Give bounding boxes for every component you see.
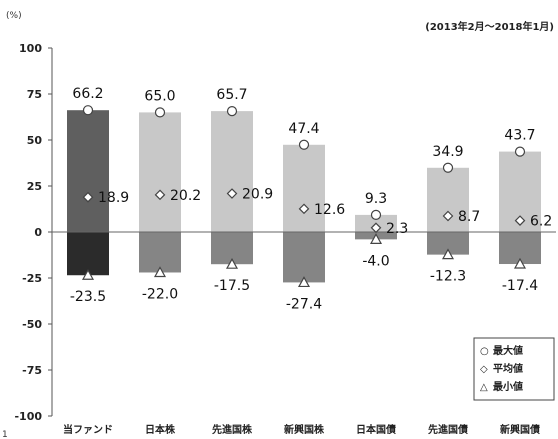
x-axis: 当ファンド 日本株 先進国株 新興国株 日本国債 先進国債 新興国債 xyxy=(63,423,540,436)
x-tick-label: 先進国債 xyxy=(428,423,468,436)
legend-symbol-icon: ○ xyxy=(480,346,489,357)
min-value-label: -22.0 xyxy=(142,286,178,302)
avg-value-label: 12.6 xyxy=(314,202,345,218)
y-tick-label: 75 xyxy=(27,88,42,101)
legend-label: 最大値 xyxy=(493,344,523,357)
avg-value-label: 6.2 xyxy=(530,214,552,230)
bar-min xyxy=(139,232,181,273)
avg-marker xyxy=(370,222,382,234)
max-marker xyxy=(154,107,166,118)
min-marker xyxy=(81,269,95,280)
avg-value-label: 18.9 xyxy=(98,190,129,206)
max-marker xyxy=(298,139,310,150)
min-marker xyxy=(225,257,239,269)
avg-marker xyxy=(154,189,166,201)
avg-value-label: 8.7 xyxy=(458,209,480,225)
x-tick-label: 日本株 xyxy=(145,423,176,436)
y-tick-label: -25 xyxy=(22,272,42,285)
y-tick-label: 100 xyxy=(19,42,42,55)
min-marker xyxy=(441,248,455,260)
max-value-label: 66.2 xyxy=(72,86,103,102)
bar-max xyxy=(67,110,109,232)
bar-min xyxy=(67,232,109,276)
avg-value-label: 20.9 xyxy=(242,187,273,203)
x-tick-label: 先進国株 xyxy=(212,423,253,436)
legend-box xyxy=(473,337,555,401)
x-tick-label: 当ファンド xyxy=(63,423,113,436)
bar-max xyxy=(139,112,181,232)
x-tick-label: 日本国債 xyxy=(356,423,396,436)
bar-max xyxy=(211,111,253,232)
min-marker xyxy=(153,266,167,278)
y-tick-label: -100 xyxy=(14,410,42,423)
min-value-label: -17.5 xyxy=(214,278,250,294)
y-tick-label: -75 xyxy=(22,364,42,377)
max-value-label: 34.9 xyxy=(432,144,463,160)
y-tick-label: 25 xyxy=(27,180,42,193)
legend-label: 最小値 xyxy=(493,380,523,393)
min-value-label: -4.0 xyxy=(362,253,389,269)
y-tick-label: 50 xyxy=(27,134,43,147)
max-marker xyxy=(370,209,382,220)
y-axis: 100 75 50 25 0 -25 -50 -75 -100 xyxy=(14,42,53,423)
x-tick-label: 新興国株 xyxy=(284,423,325,436)
min-marker xyxy=(513,257,527,269)
x-tick-label: 新興国債 xyxy=(500,423,540,436)
footnote: 1 xyxy=(2,430,8,439)
avg-marker xyxy=(442,210,454,222)
max-value-label: 43.7 xyxy=(504,128,535,144)
avg-marker xyxy=(82,191,94,203)
period-label: (2013年2月～2018年1月) xyxy=(425,20,554,33)
legend: ○ 最大値 ◇ 平均値 △ 最小値 xyxy=(473,337,555,401)
max-marker xyxy=(442,162,454,173)
min-marker xyxy=(369,233,383,244)
max-value-label: 47.4 xyxy=(288,121,319,137)
min-value-label: -17.4 xyxy=(502,278,538,294)
min-value-label: -27.4 xyxy=(286,296,322,312)
bar-min xyxy=(283,232,325,283)
markers xyxy=(81,105,527,288)
max-value-label: 65.7 xyxy=(216,87,247,103)
max-value-label: 9.3 xyxy=(365,191,387,207)
max-value-label: 65.0 xyxy=(144,88,175,104)
avg-marker xyxy=(226,188,238,199)
max-marker xyxy=(82,105,94,116)
min-value-label: -23.5 xyxy=(70,289,106,305)
legend-label: 平均値 xyxy=(493,362,523,375)
min-value-label: -12.3 xyxy=(430,269,466,285)
min-marker xyxy=(297,276,311,288)
data-labels: 66.2 18.9 -23.5 65.0 20.2 -22.0 65.7 20.9 -17.5 4… xyxy=(70,86,552,312)
avg-value-label: 20.2 xyxy=(170,188,201,204)
avg-marker xyxy=(298,203,310,215)
avg-marker xyxy=(514,215,526,226)
y-tick-label: 0 xyxy=(34,226,42,239)
bar-min xyxy=(427,232,469,255)
legend-symbol-icon: ◇ xyxy=(480,364,488,375)
legend-symbol-icon: △ xyxy=(480,382,488,393)
y-unit-label: (%) xyxy=(6,11,22,21)
bar-max xyxy=(283,144,325,232)
max-marker xyxy=(226,106,238,117)
max-marker xyxy=(514,146,526,157)
avg-value-label: 2.3 xyxy=(386,221,408,237)
y-tick-label: -50 xyxy=(22,318,42,331)
